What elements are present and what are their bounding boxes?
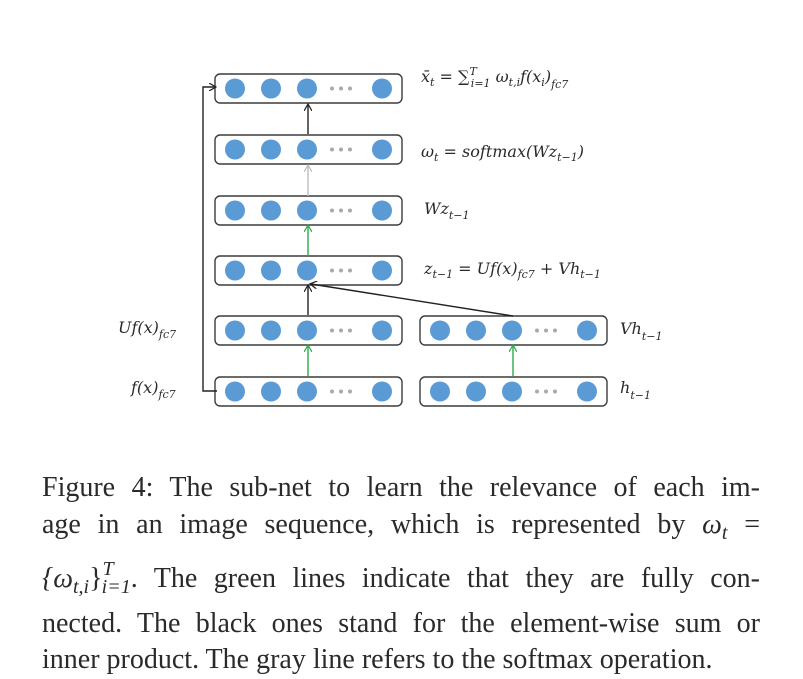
layer-ufx-ellipsis-dot-2	[339, 328, 343, 333]
layer-omega-node-4	[372, 139, 392, 160]
layer-omega-node-2	[261, 139, 281, 160]
layer-omega-node-1	[225, 139, 245, 160]
layer-ufx-node-2	[261, 320, 281, 341]
label-omega: ωt = softmax(Wzt−1)	[421, 142, 584, 164]
layer-z-ellipsis-dot-1	[330, 268, 334, 273]
layer-fx-node-4	[372, 381, 392, 402]
arrow-black-skip-fx-to-xbar	[202, 87, 217, 392]
layer-ufx-ellipsis-dot-1	[330, 328, 334, 333]
layer-fx-node-1	[225, 381, 245, 402]
layer-h-node-4	[577, 381, 597, 402]
layer-z-node-2	[261, 260, 281, 281]
layer-wz-node-3	[297, 200, 317, 221]
layer-vh-node-2	[466, 320, 486, 341]
layer-xbar-node-3	[297, 78, 317, 99]
caption-line-2-text: age in an image sequence, which is repre…	[42, 508, 703, 540]
layer-xbar-ellipsis-dot-2	[339, 86, 343, 91]
layer-h-node-1	[430, 381, 450, 402]
layer-z-node-1	[225, 260, 245, 281]
layer-z-node-4	[372, 260, 392, 281]
caption-set-sub: t,i	[72, 576, 90, 598]
caption-omega: ω	[702, 508, 722, 540]
layer-z	[214, 255, 403, 286]
arrows	[202, 87, 514, 392]
layer-vh-node-4	[577, 320, 597, 341]
layer-xbar-ellipsis-dot-3	[348, 86, 352, 91]
label-xbar: x̄t = ∑T i=1 ωt,if(xi)fc7	[421, 65, 568, 91]
label-fx: f(x)fc7	[130, 378, 176, 401]
layer-fx-node-3	[297, 381, 317, 402]
caption-line-4: nected. The black ones stand for the ele…	[42, 607, 760, 639]
label-vh: Vht−1	[620, 319, 663, 343]
layer-xbar	[214, 73, 403, 104]
layer-vh-node-1	[430, 320, 450, 341]
caption-set-sup: T	[102, 558, 114, 580]
layer-wz-node-1	[225, 200, 245, 221]
label-ufx: Uf(x)fc7	[118, 318, 176, 341]
caption-line-3: {ωt,i}Ti=1. The green lines indicate tha…	[42, 551, 760, 606]
layer-vh-ellipsis-dot-1	[535, 328, 539, 333]
label-h: ht−1	[620, 378, 651, 402]
caption-line-3-text: . The green lines indicate that they are…	[130, 563, 760, 594]
layer-h-ellipsis-dot-2	[544, 389, 548, 394]
caption-line-2: age in an image sequence, which is repre…	[42, 507, 760, 552]
layer-omega-ellipsis-dot-3	[348, 147, 352, 152]
layer-vh	[419, 315, 608, 346]
layer-fx	[214, 376, 403, 407]
layer-ufx-node-1	[225, 320, 245, 341]
caption-set-open: {ω	[42, 563, 73, 594]
caption-line-5: inner product. The gray line refers to t…	[42, 644, 713, 675]
layer-z-ellipsis-dot-2	[339, 268, 343, 273]
layer-wz-node-2	[261, 200, 281, 221]
caption-line-1: Figure 4: The sub-net to learn the relev…	[42, 472, 760, 503]
layer-wz-ellipsis-dot-3	[348, 208, 352, 213]
layer-wz	[214, 195, 403, 226]
layer-wz-ellipsis-dot-1	[330, 208, 334, 213]
layer-ufx	[214, 315, 403, 346]
layer-wz-node-4	[372, 200, 392, 221]
label-z: zt−1 = Uf(x)fc7 + Vht−1	[423, 259, 601, 281]
layer-fx-node-2	[261, 381, 281, 402]
layer-omega-node-3	[297, 139, 317, 160]
layer-xbar-ellipsis-dot-1	[330, 86, 334, 91]
layer-fx-ellipsis-dot-1	[330, 389, 334, 394]
layer-omega-ellipsis-dot-2	[339, 147, 343, 152]
label-wz: Wzt−1	[424, 199, 470, 222]
subnet-diagram: x̄t = ∑T i=1 ωt,if(xi)fc7 ωt = softmax(Wz…	[118, 65, 663, 407]
caption-set-sub-range: i=1	[101, 576, 131, 598]
layer-ufx-ellipsis-dot-3	[348, 328, 352, 333]
layer-h-ellipsis-dot-3	[553, 389, 557, 394]
layer-ufx-node-3	[297, 320, 317, 341]
layer-fx-ellipsis-dot-2	[339, 389, 343, 394]
caption-omega-sub: t	[721, 521, 728, 544]
layer-ufx-node-4	[372, 320, 392, 341]
layer-xbar-node-1	[225, 78, 245, 99]
labels: x̄t = ∑T i=1 ωt,if(xi)fc7 ωt = softmax(Wz…	[118, 65, 663, 402]
layer-vh-node-3	[502, 320, 522, 341]
caption-eq: =	[727, 508, 760, 540]
layer-omega-ellipsis-dot-1	[330, 147, 334, 152]
layer-h	[419, 376, 608, 407]
layer-xbar-node-4	[372, 78, 392, 99]
layer-h-ellipsis-dot-1	[535, 389, 539, 394]
layer-wz-ellipsis-dot-2	[339, 208, 343, 213]
layer-z-node-3	[297, 260, 317, 281]
layer-vh-ellipsis-dot-3	[553, 328, 557, 333]
layer-vh-ellipsis-dot-2	[544, 328, 548, 333]
caption-set-close: }	[89, 563, 103, 594]
layer-omega	[214, 134, 403, 165]
figure-caption: Figure 4: The sub-net to learn the relev…	[42, 470, 760, 679]
layer-h-node-3	[502, 381, 522, 402]
layer-xbar-node-2	[261, 78, 281, 99]
arrow-black-vh-to-z	[311, 284, 514, 317]
layer-fx-ellipsis-dot-3	[348, 389, 352, 394]
layer-boxes	[214, 73, 608, 407]
layer-h-node-2	[466, 381, 486, 402]
layer-z-ellipsis-dot-3	[348, 268, 352, 273]
